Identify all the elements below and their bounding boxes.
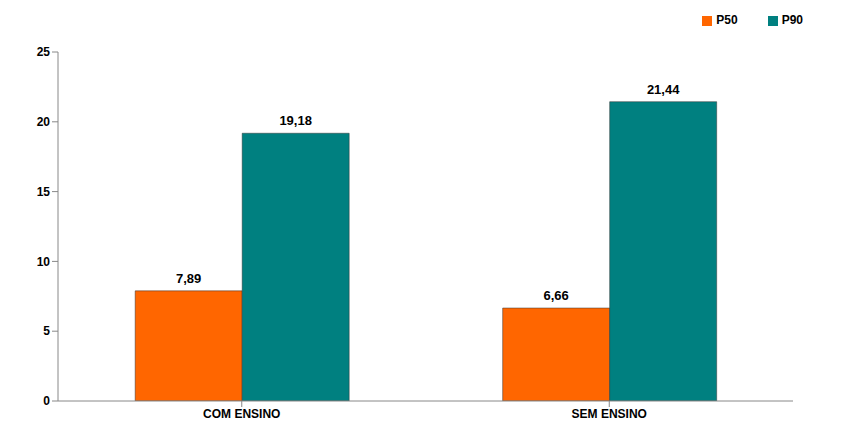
svg-text:COM ENSINO: COM ENSINO: [203, 407, 280, 421]
svg-text:25: 25: [37, 45, 51, 59]
svg-text:6,66: 6,66: [544, 288, 569, 303]
svg-text:7,89: 7,89: [176, 271, 201, 286]
svg-text:10: 10: [37, 255, 51, 269]
html-text:P50: P50: [716, 13, 738, 27]
html-text:P90: P90: [781, 13, 803, 27]
svg-text:19,18: 19,18: [279, 113, 312, 128]
svg-text:5: 5: [43, 324, 50, 338]
svg-text:20: 20: [37, 115, 51, 129]
svg-text:0: 0: [43, 394, 50, 408]
svg-text:SEM ENSINO: SEM ENSINO: [572, 407, 647, 421]
svg-text:21,44: 21,44: [647, 82, 680, 97]
svg-text:15: 15: [37, 185, 51, 199]
